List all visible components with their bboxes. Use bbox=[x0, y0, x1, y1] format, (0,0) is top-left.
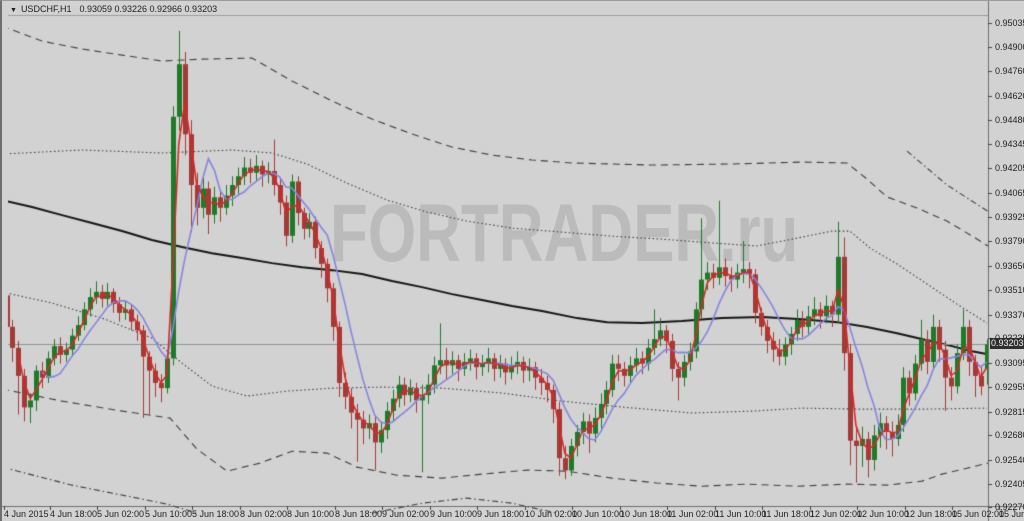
price-axis-label: 0.95035 bbox=[995, 18, 1024, 29]
time-axis-label: 4 Jun 18:00 bbox=[50, 509, 98, 519]
price-axis-label: 0.93925 bbox=[995, 212, 1024, 223]
time-axis-label: 9 Jun 02:00 bbox=[382, 509, 430, 519]
current-price-tag: 0.93203 bbox=[990, 337, 1024, 349]
time-axis-label: 15 Jun 10:00 bbox=[999, 509, 1024, 519]
price-axis-label: 0.94345 bbox=[995, 138, 1024, 149]
time-axis-label: 10 Jun 18:00 bbox=[620, 509, 673, 519]
time-axis-label: 12 Jun 18:00 bbox=[905, 509, 958, 519]
price-axis-label: 0.92955 bbox=[995, 382, 1024, 393]
time-axis-label: 12 Jun 02:00 bbox=[810, 509, 863, 519]
time-axis-label: 12 Jun 10:00 bbox=[857, 509, 910, 519]
time-axis-label: 5 Jun 10:00 bbox=[145, 509, 193, 519]
price-axis-label: 0.94205 bbox=[995, 163, 1024, 174]
time-axis-label: 11 Jun 18:00 bbox=[762, 509, 814, 519]
price-axis-label: 0.92405 bbox=[995, 478, 1024, 489]
time-axis-label: 8 Jun 10:00 bbox=[287, 509, 335, 519]
time-axis-label: 15 Jun 02:00 bbox=[952, 509, 1005, 519]
time-axis-label: 8 Jun 18:00 bbox=[335, 509, 383, 519]
chart-dropdown-icon[interactable]: ▼ bbox=[10, 7, 17, 14]
time-axis-label: 9 Jun 18:00 bbox=[477, 509, 525, 519]
time-axis-label: 8 Jun 02:00 bbox=[240, 509, 288, 519]
time-axis-label: 4 Jun 2015 bbox=[4, 509, 49, 519]
ohlc-readout: 0.93059 0.93226 0.92966 0.93203 bbox=[79, 4, 218, 14]
time-axis-label: 11 Jun 10:00 bbox=[715, 509, 767, 519]
time-axis-label: 9 Jun 10:00 bbox=[430, 509, 478, 519]
price-axis-label: 0.93095 bbox=[995, 357, 1024, 368]
symbol-label: USDCHF,H1 bbox=[20, 4, 72, 14]
time-axis-label: 5 Jun 18:00 bbox=[192, 509, 240, 519]
time-axis-label: 5 Jun 02:00 bbox=[97, 509, 145, 519]
symbol-title: ▼ USDCHF,H1 0.93059 0.93226 0.92966 0.9320… bbox=[10, 4, 217, 14]
price-axis-label: 0.92270 bbox=[995, 502, 1024, 513]
time-axis-label: 11 Jun 02:00 bbox=[667, 509, 719, 519]
time-axis-label: 10 Jun 02:00 bbox=[525, 509, 578, 519]
price-axis-label: 0.92815 bbox=[995, 406, 1024, 417]
price-axis-label: 0.94065 bbox=[995, 187, 1024, 198]
time-axis-label: 10 Jun 10:00 bbox=[572, 509, 625, 519]
